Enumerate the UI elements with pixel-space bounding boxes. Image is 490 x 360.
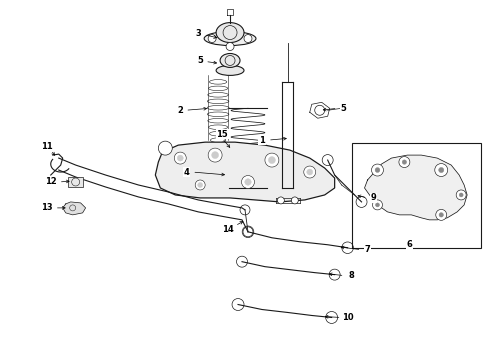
Circle shape [242,176,254,189]
Circle shape [375,168,380,172]
Ellipse shape [220,54,240,67]
Circle shape [375,203,379,207]
Text: 11: 11 [41,141,52,150]
Text: 7: 7 [365,245,370,254]
Bar [352,143,481,248]
Text: 4: 4 [183,167,189,176]
Circle shape [436,210,447,220]
Circle shape [277,197,284,204]
Text: 6: 6 [406,240,412,249]
Text: 1: 1 [259,136,265,145]
Circle shape [439,167,444,173]
Circle shape [459,193,463,197]
Circle shape [371,164,384,176]
Circle shape [174,152,186,164]
Polygon shape [63,202,86,215]
Text: 9: 9 [370,193,376,202]
Text: 3: 3 [196,29,201,38]
Ellipse shape [204,32,256,45]
Ellipse shape [216,23,244,42]
Circle shape [269,157,275,163]
Text: 5: 5 [341,104,346,113]
Text: 8: 8 [349,271,354,280]
Text: 15: 15 [216,130,228,139]
Circle shape [197,183,203,188]
Text: 5: 5 [197,56,203,65]
Text: 10: 10 [342,313,353,322]
Ellipse shape [216,66,244,75]
Circle shape [292,197,298,204]
Circle shape [158,141,172,155]
Circle shape [195,180,205,190]
Circle shape [265,153,279,167]
Circle shape [456,190,466,200]
Circle shape [439,213,443,217]
Text: 14: 14 [222,225,234,234]
Circle shape [212,152,219,159]
Polygon shape [155,142,335,202]
Circle shape [208,148,222,162]
Circle shape [304,166,316,178]
Circle shape [399,157,410,167]
Circle shape [372,200,383,210]
Text: 12: 12 [45,177,57,186]
Circle shape [226,42,234,50]
Circle shape [208,35,216,42]
Circle shape [177,155,183,161]
Circle shape [244,35,252,42]
Circle shape [245,179,251,185]
Circle shape [307,169,313,175]
Polygon shape [365,155,467,220]
Circle shape [435,163,448,176]
Circle shape [402,160,407,164]
Text: 13: 13 [41,203,52,212]
Bar [68,176,83,188]
Text: 2: 2 [177,106,183,115]
